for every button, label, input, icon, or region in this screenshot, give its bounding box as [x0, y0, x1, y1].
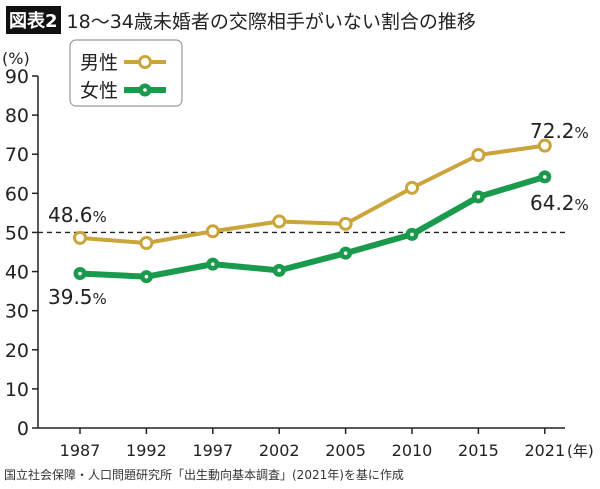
data-point: [73, 230, 87, 245]
x-tick-label: 1992: [126, 441, 167, 460]
x-tick-label: 2021: [524, 441, 565, 460]
x-tick-label: 2002: [259, 441, 300, 460]
x-tick-label: 2010: [392, 441, 433, 460]
data-point: [338, 216, 353, 231]
data-label: 39.5%: [48, 285, 107, 309]
chart-title: 図表2 18〜34歳未婚者の交際相手がいない割合の推移: [6, 6, 476, 34]
source-note: 国立社会保障・人口問題研究所「出生動向基本調査」(2021年)を基に作成: [4, 468, 404, 482]
legend-label: 女性: [80, 80, 118, 102]
y-tick-label: 70: [5, 144, 29, 166]
data-point: [139, 236, 154, 251]
data-point: [471, 148, 486, 163]
data-point-center: [144, 274, 149, 279]
y-tick-label: 30: [5, 301, 29, 323]
legend-marker: [138, 55, 152, 69]
y-tick-label: 50: [5, 222, 29, 244]
data-label: 48.6%: [48, 203, 107, 227]
y-tick-label: 10: [5, 379, 29, 401]
title-text: 18〜34歳未婚者の交際相手がいない割合の推移: [66, 10, 476, 33]
data-point-center: [277, 268, 282, 273]
y-tick-label: 40: [5, 262, 29, 284]
data-point: [537, 138, 552, 153]
data-point: [205, 224, 220, 239]
x-tick-label: 2015: [458, 441, 499, 460]
y-tick-label: 80: [5, 105, 29, 127]
x-tick-label: 1997: [192, 441, 233, 460]
figure-badge: 図表2: [6, 6, 61, 34]
data-point-center: [211, 262, 215, 266]
data-point-center: [78, 271, 82, 276]
data-point: [405, 180, 419, 195]
y-tick-label: 20: [5, 340, 29, 362]
x-tick-label: 1987: [60, 441, 101, 460]
x-tick-label: 2005: [325, 441, 366, 460]
data-point-center: [343, 251, 348, 255]
data-point-center: [410, 232, 414, 237]
data-label: 72.2%: [530, 119, 589, 143]
data-point: [272, 214, 287, 229]
legend-label: 男性: [80, 52, 118, 74]
series-line-0: [79, 143, 546, 246]
y-tick-label: 0: [17, 418, 29, 440]
y-unit-label: (%): [2, 49, 30, 68]
data-point-center: [476, 195, 481, 199]
y-tick-label: 60: [5, 183, 29, 205]
data-label: 64.2%: [530, 191, 589, 215]
series-line-1: [79, 174, 546, 280]
legend-marker-center: [143, 88, 147, 92]
x-unit-label: (年): [567, 442, 594, 460]
y-tick-label: 90: [5, 66, 29, 88]
data-point-center: [543, 175, 547, 179]
